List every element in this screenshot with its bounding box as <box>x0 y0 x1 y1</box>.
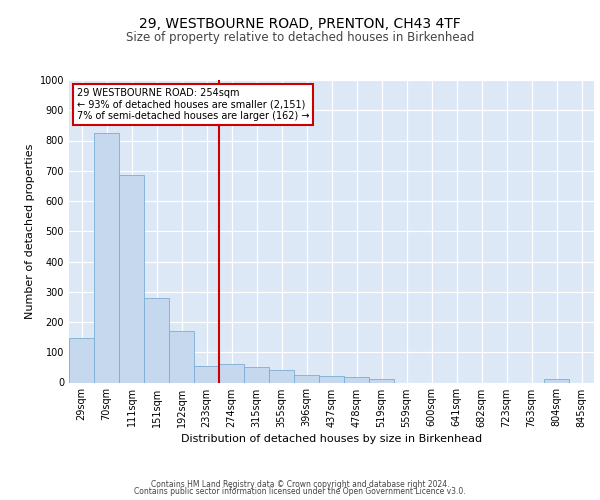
Y-axis label: Number of detached properties: Number of detached properties <box>25 144 35 319</box>
Bar <box>319 376 344 382</box>
Text: Contains public sector information licensed under the Open Government Licence v3: Contains public sector information licen… <box>134 487 466 496</box>
Bar <box>219 364 244 382</box>
Bar <box>94 133 119 382</box>
Bar <box>544 380 569 382</box>
Bar <box>294 375 319 382</box>
Text: 29 WESTBOURNE ROAD: 254sqm
← 93% of detached houses are smaller (2,151)
7% of se: 29 WESTBOURNE ROAD: 254sqm ← 93% of deta… <box>77 88 310 121</box>
Bar <box>344 377 369 382</box>
Bar <box>194 366 219 382</box>
Bar <box>69 338 94 382</box>
Bar <box>369 380 394 382</box>
Text: Size of property relative to detached houses in Birkenhead: Size of property relative to detached ho… <box>126 31 474 44</box>
Bar <box>144 298 169 382</box>
Bar <box>169 331 194 382</box>
X-axis label: Distribution of detached houses by size in Birkenhead: Distribution of detached houses by size … <box>181 434 482 444</box>
Bar <box>244 368 269 382</box>
Text: 29, WESTBOURNE ROAD, PRENTON, CH43 4TF: 29, WESTBOURNE ROAD, PRENTON, CH43 4TF <box>139 18 461 32</box>
Text: Contains HM Land Registry data © Crown copyright and database right 2024.: Contains HM Land Registry data © Crown c… <box>151 480 449 489</box>
Bar <box>119 176 144 382</box>
Bar <box>269 370 294 382</box>
